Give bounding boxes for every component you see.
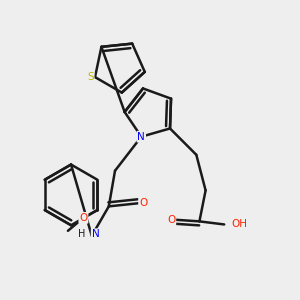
Text: N: N	[137, 132, 145, 142]
Text: O: O	[139, 198, 147, 208]
Text: O: O	[79, 213, 88, 223]
Text: N: N	[92, 229, 99, 239]
Text: S: S	[87, 72, 94, 82]
Text: OH: OH	[231, 220, 247, 230]
Text: H: H	[78, 229, 85, 239]
Text: O: O	[167, 215, 176, 225]
